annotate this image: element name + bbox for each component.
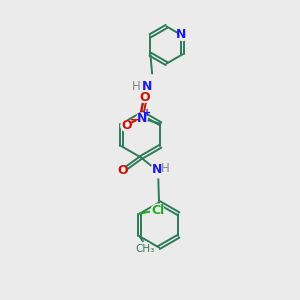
Circle shape (138, 242, 152, 255)
Text: H: H (132, 80, 141, 94)
Circle shape (178, 31, 188, 40)
Text: +: + (143, 108, 151, 118)
Text: O: O (121, 119, 132, 132)
Circle shape (117, 166, 128, 176)
Text: O: O (117, 164, 128, 178)
Text: N: N (142, 80, 152, 94)
Circle shape (151, 204, 164, 217)
Circle shape (151, 161, 168, 178)
Text: H: H (160, 161, 169, 175)
Text: Cl: Cl (151, 204, 164, 217)
Circle shape (121, 120, 132, 131)
Text: −: − (129, 114, 140, 127)
Text: N: N (137, 112, 147, 125)
Circle shape (139, 92, 149, 103)
Text: N: N (176, 28, 187, 41)
Text: O: O (139, 91, 150, 104)
Text: N: N (152, 163, 162, 176)
Text: CH₃: CH₃ (135, 244, 154, 254)
Circle shape (136, 113, 147, 124)
Circle shape (133, 80, 150, 97)
